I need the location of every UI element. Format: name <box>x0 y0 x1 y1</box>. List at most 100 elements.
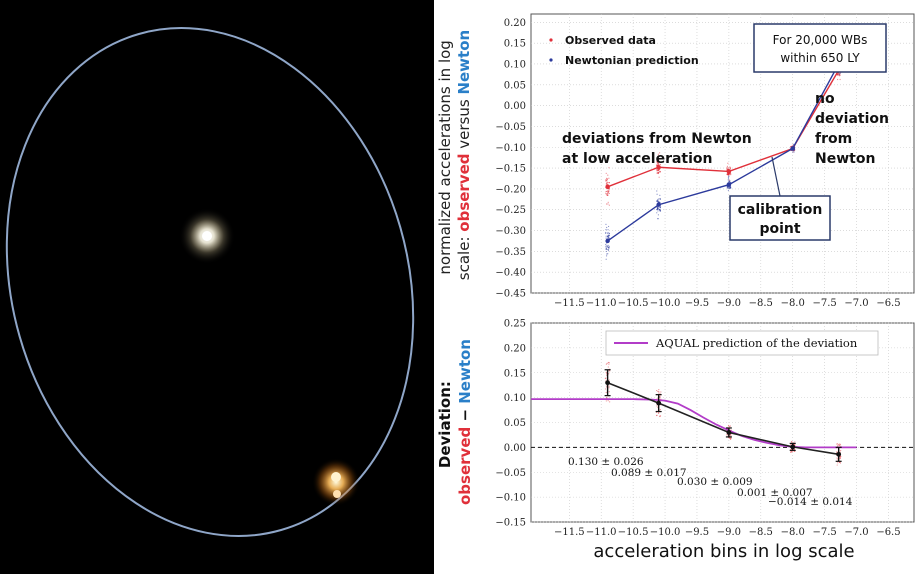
scatter-point <box>609 401 611 403</box>
scatter-point <box>606 178 608 180</box>
scatter-point <box>727 187 729 190</box>
legend-newton-marker <box>549 58 553 62</box>
scatter-point <box>608 190 610 193</box>
scatter-point <box>608 167 610 169</box>
scatter-point <box>606 397 608 399</box>
scatter-point <box>607 201 609 203</box>
scatter-point <box>729 187 731 189</box>
scatter-point <box>605 248 607 250</box>
top-ticks: −11.5 −11.0 −10.5 −10.0 −9.5 −9.0 −8.5 −8.0 −7.5… <box>495 18 900 309</box>
scatter-point <box>839 462 842 464</box>
scatter-point <box>656 398 658 400</box>
scatter-point <box>608 363 610 365</box>
scatter-point <box>660 391 662 393</box>
orange-star-2 <box>333 490 341 498</box>
scatter-point <box>656 190 658 192</box>
scatter-point <box>790 443 792 446</box>
scatter-point <box>608 245 610 247</box>
scatter-point <box>794 441 796 443</box>
scatter-point <box>794 450 796 453</box>
scatter-point <box>609 370 611 372</box>
charts-svg: −11.5 −11.0 −10.5 −10.0 −9.5 −9.0 −8.5 −8.0 −7.5… <box>436 13 915 562</box>
scatter-point <box>658 391 660 393</box>
series-point <box>726 169 732 174</box>
scatter-point <box>657 218 659 220</box>
x-tick-label: −10.5 <box>618 527 649 538</box>
wb-count-line1: For 20,000 WBs <box>773 33 868 47</box>
scatter-point <box>727 177 730 179</box>
y-tick-label: 0.10 <box>504 59 526 70</box>
scatter-point <box>659 152 661 154</box>
calibration-line2: point <box>759 221 800 237</box>
binary-orbit-illustration <box>0 0 434 574</box>
scatter-point <box>608 387 610 389</box>
scatter-point <box>659 209 661 212</box>
scatter-point <box>727 167 729 169</box>
scatter-point <box>659 161 661 163</box>
charts-panel: −11.5 −11.0 −10.5 −10.0 −9.5 −9.0 −8.5 −8.0 −7.5… <box>434 0 916 574</box>
y-tick-label: −0.30 <box>495 226 526 237</box>
scatter-point <box>659 194 661 197</box>
scatter-point <box>608 385 610 387</box>
scatter-point <box>658 176 660 178</box>
scatter-point <box>658 392 660 394</box>
deviation-annotation: deviations from Newton at low accelerati… <box>562 131 757 167</box>
scatter-point <box>608 391 610 393</box>
scatter-point <box>657 163 659 165</box>
scatter-point <box>659 198 661 200</box>
scatter-point <box>838 73 840 75</box>
bottom-legend: AQUAL prediction of the deviation <box>605 330 879 356</box>
deviation-point <box>726 430 732 435</box>
scatter-point <box>659 396 661 398</box>
bottom-scatter <box>604 361 842 466</box>
scatter-point <box>605 190 607 193</box>
scatter-point <box>607 189 609 191</box>
scatter-point <box>607 237 609 239</box>
scatter-point <box>657 200 659 202</box>
scatter-point <box>606 179 608 181</box>
scatter-point <box>656 389 658 392</box>
scatter-point <box>605 258 607 260</box>
series-point <box>726 182 732 187</box>
y-tick-label: −0.10 <box>495 493 526 504</box>
scatter-point <box>729 167 731 169</box>
series-point <box>605 238 610 244</box>
top-legend: Observed data Newtonian prediction <box>549 34 699 67</box>
scatter-point <box>656 207 659 209</box>
orbit-svg <box>5 27 415 537</box>
scatter-point <box>793 151 795 153</box>
scatter-point <box>605 243 607 246</box>
bottom-ticks: −11.5 −11.0 −10.5 −10.0 −9.5 −9.0 −8.5 −8.0 −7.5… <box>495 319 900 539</box>
scatter-point <box>607 232 609 235</box>
scatter-point <box>728 173 730 175</box>
scatter-point <box>657 169 659 172</box>
y-tick-label: −0.15 <box>495 164 526 175</box>
y-tick-label: 0.20 <box>504 343 526 354</box>
value-label: 0.089 ± 0.017 <box>611 467 687 479</box>
scatter-point <box>838 443 840 446</box>
y-tick-label: −0.40 <box>495 268 526 279</box>
scatter-point <box>730 435 732 437</box>
scatter-point <box>728 175 730 177</box>
scatter-point <box>656 164 658 166</box>
scatter-point <box>836 443 838 445</box>
scatter-point <box>656 169 658 171</box>
scatter-point <box>790 451 792 453</box>
orbit-ellipse <box>5 27 415 537</box>
scatter-point <box>656 405 658 407</box>
scatter-point <box>657 198 659 201</box>
scatter-point <box>727 424 730 427</box>
y-tick-label: −0.05 <box>495 122 526 133</box>
observed-word: observed <box>455 153 473 231</box>
scatter-point <box>840 449 842 452</box>
scatter-point <box>606 194 609 197</box>
y-tick-label: 0.00 <box>504 101 526 112</box>
legend-newton-label: Newtonian prediction <box>565 54 699 67</box>
wb-count-line2: within 650 LY <box>780 51 860 65</box>
bottom-chart: −11.5 −11.0 −10.5 −10.0 −9.5 −9.0 −8.5 −8.0 −7.5… <box>436 319 915 562</box>
scatter-point <box>658 198 660 200</box>
scatter-point <box>607 229 609 231</box>
no-deviation-annotation: no deviation from Newton <box>815 91 894 167</box>
x-tick-label: −9.5 <box>685 527 709 538</box>
deviation-point <box>790 444 796 450</box>
